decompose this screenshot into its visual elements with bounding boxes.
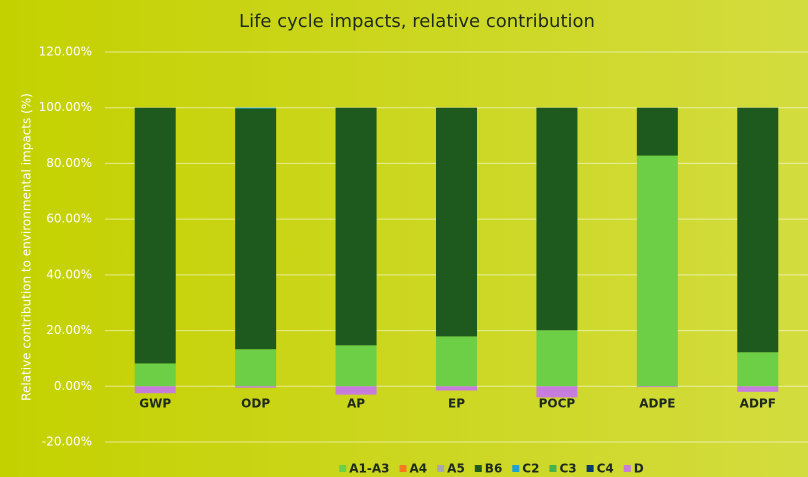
y-axis-label: Relative contribution to environmental i… <box>20 93 34 401</box>
bar-segment <box>335 345 377 387</box>
x-tick-label: EP <box>448 397 465 411</box>
bar-segment <box>235 386 277 388</box>
legend-label: C3 <box>559 462 576 476</box>
legend-label: B6 <box>485 462 503 476</box>
chart-title: Life cycle impacts, relative contributio… <box>239 11 595 32</box>
legend-swatch <box>339 465 347 472</box>
bar-segment <box>134 107 176 364</box>
bar-segment <box>737 386 779 392</box>
legend-swatch <box>623 465 631 472</box>
bar-segment <box>536 386 578 398</box>
bar-segment <box>737 352 779 387</box>
legend-label: A1-A3 <box>349 462 389 476</box>
bar-segment <box>536 330 578 387</box>
legend-label: A5 <box>447 462 465 476</box>
y-tick-label: -20.00% <box>42 435 92 449</box>
y-tick-label: 0.00% <box>54 379 92 393</box>
bar-segment <box>134 386 176 394</box>
y-tick-label: 120.00% <box>39 45 92 59</box>
x-tick-label: ADPE <box>639 397 675 411</box>
legend-swatch <box>437 465 445 472</box>
bar-segment <box>636 107 678 156</box>
bar-segment <box>737 107 779 353</box>
bar-segment <box>335 386 377 395</box>
bar-segment <box>235 108 277 350</box>
x-tick-label: POCP <box>539 397 576 411</box>
legend-label: D <box>634 462 644 476</box>
bar-segment <box>235 107 277 109</box>
x-tick-label: ODP <box>241 397 270 411</box>
bar-segment <box>335 107 377 346</box>
y-tick-label: 80.00% <box>46 156 92 170</box>
bar-segment <box>436 386 477 391</box>
bar-segment <box>636 155 678 387</box>
legend-label: C4 <box>597 462 614 476</box>
legend-swatch <box>399 465 407 472</box>
y-tick-label: 40.00% <box>46 267 92 281</box>
legend-swatch <box>549 465 557 472</box>
legend-label: C2 <box>522 462 539 476</box>
bar-segment <box>636 386 678 388</box>
legend-swatch <box>474 465 482 472</box>
x-tick-label: AP <box>347 397 365 411</box>
x-tick-label: GWP <box>139 397 171 411</box>
legend-swatch <box>586 465 594 472</box>
bar-segment <box>436 107 477 337</box>
y-tick-label: 100.00% <box>39 100 92 114</box>
y-tick-label: 60.00% <box>46 212 92 226</box>
bar-segment <box>235 349 277 387</box>
x-tick-label: ADPF <box>740 397 776 411</box>
bar-segment <box>436 336 477 387</box>
legend-label: A4 <box>410 462 428 476</box>
bar-segment <box>134 363 176 387</box>
legend-swatch <box>512 465 520 472</box>
bar-segment <box>536 107 578 331</box>
y-tick-label: 20.00% <box>46 323 92 337</box>
